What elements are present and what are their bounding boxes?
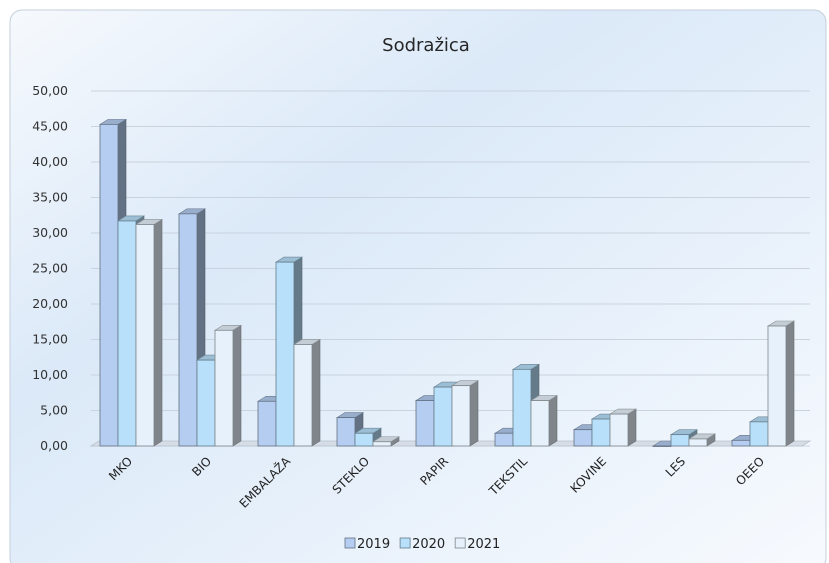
- legend-label: 2021: [467, 537, 500, 552]
- bars: [98, 118, 796, 447]
- legend-item: 2019: [344, 537, 390, 552]
- y-tick-label: 5,00: [40, 403, 68, 418]
- gridlines: [91, 90, 810, 447]
- legend-label: 2019: [357, 537, 390, 552]
- legend-item: 2021: [454, 537, 500, 552]
- y-axis-tick-labels: 0,00 5,00 10,00 15,00 20,00 25,00 30,00 35,00 40…: [32, 83, 68, 453]
- y-tick-label: 25,00: [32, 261, 68, 276]
- bar: [134, 218, 164, 447]
- legend-swatch: [454, 537, 466, 549]
- bar: [335, 412, 365, 447]
- legend-item: 2020: [399, 537, 445, 552]
- legend-label: 2020: [412, 537, 445, 552]
- bar: [213, 324, 243, 447]
- chart-title: Sodražica: [382, 35, 470, 56]
- y-tick-label: 10,00: [32, 367, 68, 382]
- legend-swatch: [344, 537, 356, 549]
- legend: 2019 2020 2021: [344, 537, 500, 552]
- y-tick-label: 50,00: [32, 83, 68, 98]
- bar: [766, 320, 796, 447]
- bar: [529, 395, 559, 447]
- bar: [450, 380, 480, 447]
- y-tick-label: 35,00: [32, 190, 68, 205]
- y-tick-label: 0,00: [40, 438, 68, 453]
- bar: [371, 436, 401, 447]
- y-tick-label: 20,00: [32, 296, 68, 311]
- y-tick-label: 30,00: [32, 225, 68, 240]
- y-tick-label: 45,00: [32, 119, 68, 134]
- bar: [608, 408, 638, 447]
- bar: [687, 433, 717, 447]
- y-tick-label: 40,00: [32, 154, 68, 169]
- legend-swatch: [399, 537, 411, 549]
- y-tick-label: 15,00: [32, 332, 68, 347]
- bar: [292, 338, 322, 447]
